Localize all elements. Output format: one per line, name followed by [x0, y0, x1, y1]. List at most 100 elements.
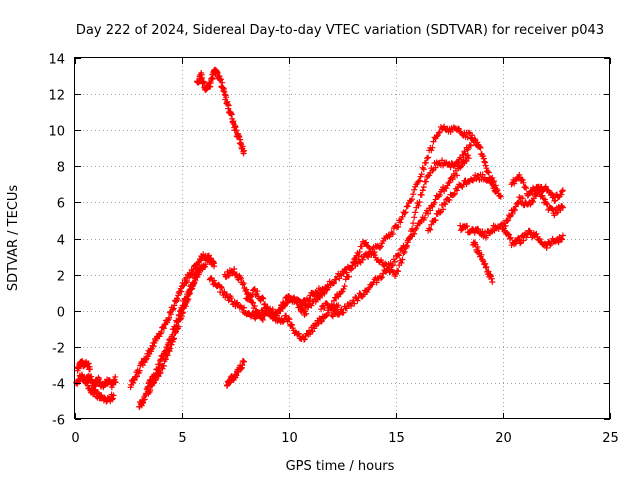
data-point [355, 294, 362, 301]
data-point [174, 326, 181, 333]
data-point [338, 306, 345, 313]
series-track-j [221, 266, 331, 319]
data-point [383, 268, 390, 275]
data-point [397, 219, 404, 226]
data-point [474, 243, 481, 250]
data-point [471, 240, 478, 247]
series-track-g [193, 66, 248, 157]
data-point [211, 263, 218, 270]
data-point [483, 263, 490, 270]
data-point [364, 289, 371, 296]
data-point [482, 159, 489, 166]
data-point [378, 243, 385, 250]
data-point [155, 373, 162, 380]
data-point [441, 123, 448, 130]
data-point [356, 290, 363, 297]
data-point [489, 278, 496, 285]
data-point [168, 341, 175, 348]
data-point [366, 245, 373, 252]
data-point [517, 240, 524, 247]
data-point [473, 176, 480, 183]
data-point [109, 396, 116, 403]
data-point [241, 147, 248, 154]
data-point [254, 288, 261, 295]
data-point [250, 299, 257, 306]
data-point [411, 186, 418, 193]
data-point [196, 266, 203, 273]
data-point [441, 188, 448, 195]
y-tick-label: 2 [57, 270, 65, 285]
data-point [363, 239, 370, 246]
data-point [483, 165, 490, 172]
x-tick-label: 15 [388, 431, 405, 446]
data-point [396, 252, 403, 259]
data-point [552, 197, 559, 204]
data-point [355, 252, 362, 259]
data-point [299, 306, 306, 313]
series-track-e [127, 251, 218, 391]
data-point [171, 335, 178, 342]
data-point [399, 213, 406, 220]
data-point [175, 323, 182, 330]
data-point [321, 290, 328, 297]
y-tick-label: 6 [57, 197, 65, 212]
data-point [395, 223, 402, 230]
data-point [465, 155, 472, 162]
data-point [479, 256, 486, 263]
data-point [147, 386, 154, 393]
data-point [411, 214, 418, 221]
x-tick-label: 25 [602, 431, 619, 446]
data-point [348, 302, 355, 309]
data-point [373, 279, 380, 286]
data-point [280, 300, 287, 307]
data-point [497, 192, 504, 199]
data-point [161, 325, 168, 332]
data-point [404, 203, 411, 210]
data-point [185, 296, 192, 303]
series-track-n [328, 152, 472, 320]
data-point [395, 268, 402, 275]
data-point [350, 259, 357, 266]
data-point [539, 192, 546, 199]
data-point [178, 288, 185, 295]
data-point [507, 234, 514, 241]
data-point [446, 197, 453, 204]
data-point [239, 281, 246, 288]
data-point [170, 305, 177, 312]
data-point [329, 303, 336, 310]
data-point [341, 283, 348, 290]
data-point [303, 310, 310, 317]
data-point [354, 297, 361, 304]
data-point [389, 262, 396, 269]
data-point [365, 254, 372, 261]
data-point [559, 232, 566, 239]
data-point [173, 298, 180, 305]
data-point [170, 336, 177, 343]
data-point [338, 289, 345, 296]
data-point [85, 360, 92, 367]
data-point [162, 356, 169, 363]
y-tick-label: -6 [52, 414, 65, 429]
data-point [179, 310, 186, 317]
data-point [490, 179, 497, 186]
data-point [238, 275, 245, 282]
data-point [177, 315, 184, 322]
data-point [301, 336, 308, 343]
data-point [320, 289, 327, 296]
series-track-a [73, 371, 119, 391]
data-point [218, 285, 225, 292]
data-point [464, 134, 471, 141]
data-point [398, 259, 405, 266]
data-point [485, 268, 492, 275]
data-point [432, 217, 439, 224]
data-point [430, 138, 437, 145]
data-point [446, 179, 453, 186]
y-tick-label: 4 [57, 234, 65, 249]
x-tick-label: 0 [71, 431, 79, 446]
data-point [141, 396, 148, 403]
data-point [318, 318, 325, 325]
y-tick-label: -2 [52, 342, 65, 357]
data-point [432, 164, 439, 171]
data-point [166, 314, 173, 321]
